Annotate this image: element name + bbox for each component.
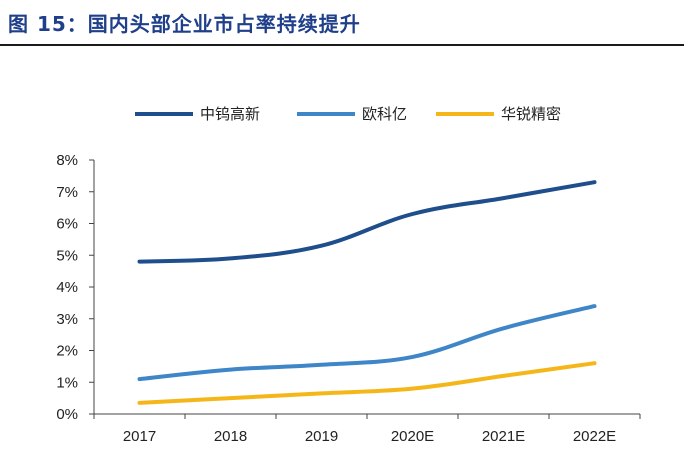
y-tick-label: 7% <box>56 184 78 201</box>
y-tick-label: 4% <box>56 279 78 296</box>
y-tick-label: 8% <box>56 152 78 169</box>
legend-label-2: 欧科亿 <box>362 105 407 123</box>
title-underline <box>0 44 684 46</box>
y-tick-label: 5% <box>56 247 78 264</box>
y-tick-label: 6% <box>56 216 78 233</box>
x-tick-label: 2022E <box>573 428 616 445</box>
chart-legend: 中钨高新 欧科亿 华锐精密 <box>135 105 561 123</box>
y-tick-label: 1% <box>56 374 78 391</box>
x-tick-label: 2018 <box>214 428 247 445</box>
series-line-3 <box>137 361 597 405</box>
figure-header: 图 15：国内头部企业市占率持续提升 <box>0 0 684 46</box>
chart-axes: 0% 1% 2% 3% 4% 5% 6% 7% 8% 2017 2018 2019 2020E 2021E… <box>56 152 641 445</box>
market-share-line-chart: 中钨高新 欧科亿 华锐精密 0% 1% 2% 3% 4% 5% 6% 7% 8% 2017 2018 20… <box>56 105 641 445</box>
figure-title: 图 15：国内头部企业市占率持续提升 <box>8 12 361 36</box>
y-tick-label: 3% <box>56 311 78 328</box>
legend-label-3: 华锐精密 <box>501 105 561 123</box>
legend-label-1: 中钨高新 <box>200 105 260 123</box>
x-tick-label: 2021E <box>482 428 525 445</box>
x-tick-label: 2020E <box>391 428 434 445</box>
series-line-2 <box>137 304 597 382</box>
x-tick-label: 2017 <box>123 428 156 445</box>
chart-series-lines <box>137 180 597 405</box>
y-tick-label: 2% <box>56 343 78 360</box>
y-tick-label: 0% <box>56 406 78 423</box>
series-line-1 <box>137 180 597 264</box>
x-tick-label: 2019 <box>305 428 338 445</box>
